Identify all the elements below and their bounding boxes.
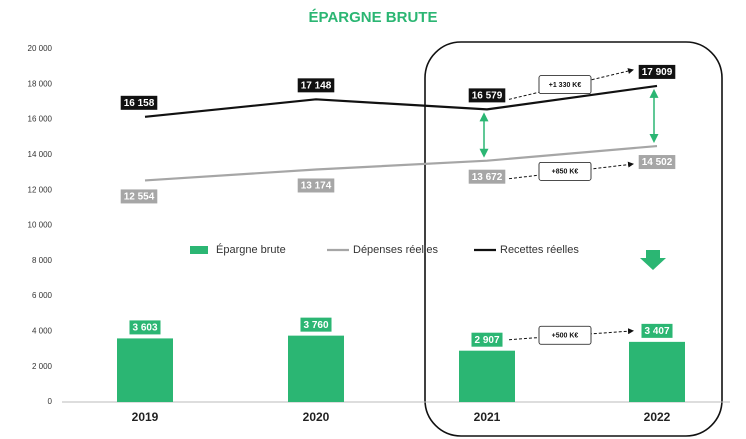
value-label: 3 760 <box>300 317 332 332</box>
y-tick-label: 18 000 <box>28 79 53 88</box>
y-tick-label: 12 000 <box>28 185 53 194</box>
value-label-text: 3 407 <box>644 326 669 337</box>
value-label: 13 174 <box>297 178 335 193</box>
value-label: 14 502 <box>638 155 676 170</box>
value-label-bg <box>129 320 161 335</box>
y-tick-label: 6 000 <box>32 291 53 300</box>
value-label: 12 554 <box>120 189 158 204</box>
line <box>144 144 658 182</box>
value-label: 17 909 <box>638 64 676 79</box>
value-label-text: 17 148 <box>301 80 332 91</box>
value-label-text: 3 603 <box>132 323 157 334</box>
annotation-box <box>538 75 592 95</box>
legend-swatch <box>190 246 208 254</box>
value-label-text: 16 158 <box>124 98 155 109</box>
value-label: 16 579 <box>468 88 506 103</box>
value-label-bg <box>297 178 335 193</box>
annotation: +1 330 K€ <box>549 82 582 89</box>
value-label-bg <box>468 169 506 184</box>
annotation-arrow <box>508 68 634 100</box>
value-label-bg <box>641 323 673 338</box>
value-label-bg <box>638 155 676 170</box>
value-label-bg <box>120 95 158 110</box>
bar <box>459 350 515 402</box>
line <box>144 84 658 118</box>
legend-label: Dépenses réelles <box>353 244 438 256</box>
chart-title: ÉPARGNE BRUTE <box>309 9 438 26</box>
value-label-bg <box>468 88 506 103</box>
bar <box>288 335 344 402</box>
value-label-text: 3 760 <box>303 320 328 331</box>
value-label: 13 672 <box>468 169 506 184</box>
value-label-text: 17 909 <box>642 67 673 78</box>
annotation-box <box>538 161 592 181</box>
y-tick-label: 14 000 <box>28 150 53 159</box>
value-label: 17 148 <box>297 78 335 93</box>
legend-label: Épargne brute <box>216 243 286 256</box>
annotation: +850 K€ <box>552 169 579 176</box>
annotation: +500 K€ <box>552 333 579 340</box>
value-label-bg <box>120 189 158 204</box>
y-tick-label: 4 000 <box>32 327 53 336</box>
x-tick-label: 2021 <box>474 410 501 424</box>
down-arrow <box>640 250 666 270</box>
value-label-bg <box>297 78 335 93</box>
y-tick-label: 16 000 <box>28 115 53 124</box>
value-label-text: 14 502 <box>642 157 673 168</box>
x-tick-label: 2019 <box>132 410 159 424</box>
y-tick-label: 2 000 <box>32 362 53 371</box>
highlight-frame <box>424 41 723 437</box>
y-tick-label: 20 000 <box>28 44 53 53</box>
value-label: 3 603 <box>129 320 161 335</box>
value-label-text: 13 672 <box>472 172 503 183</box>
value-label: 2 907 <box>471 332 503 347</box>
value-label-bg <box>300 317 332 332</box>
bar <box>117 338 173 402</box>
y-tick-label: 10 000 <box>28 221 53 230</box>
x-tick-label: 2022 <box>644 410 671 424</box>
y-tick-label: 8 000 <box>32 256 53 265</box>
bar <box>629 341 685 402</box>
value-label-text: 12 554 <box>124 192 155 203</box>
value-label: 16 158 <box>120 95 158 110</box>
value-label-text: 13 174 <box>301 181 332 192</box>
value-label-text: 2 907 <box>474 335 499 346</box>
value-label: 3 407 <box>641 323 673 338</box>
annotation-box <box>538 325 592 345</box>
legend-label: Recettes réelles <box>500 244 579 256</box>
x-tick-label: 2020 <box>303 410 330 424</box>
value-label-bg <box>638 64 676 79</box>
value-label-bg <box>471 332 503 347</box>
y-tick-label: 0 <box>48 397 53 406</box>
value-label-text: 16 579 <box>472 91 503 102</box>
